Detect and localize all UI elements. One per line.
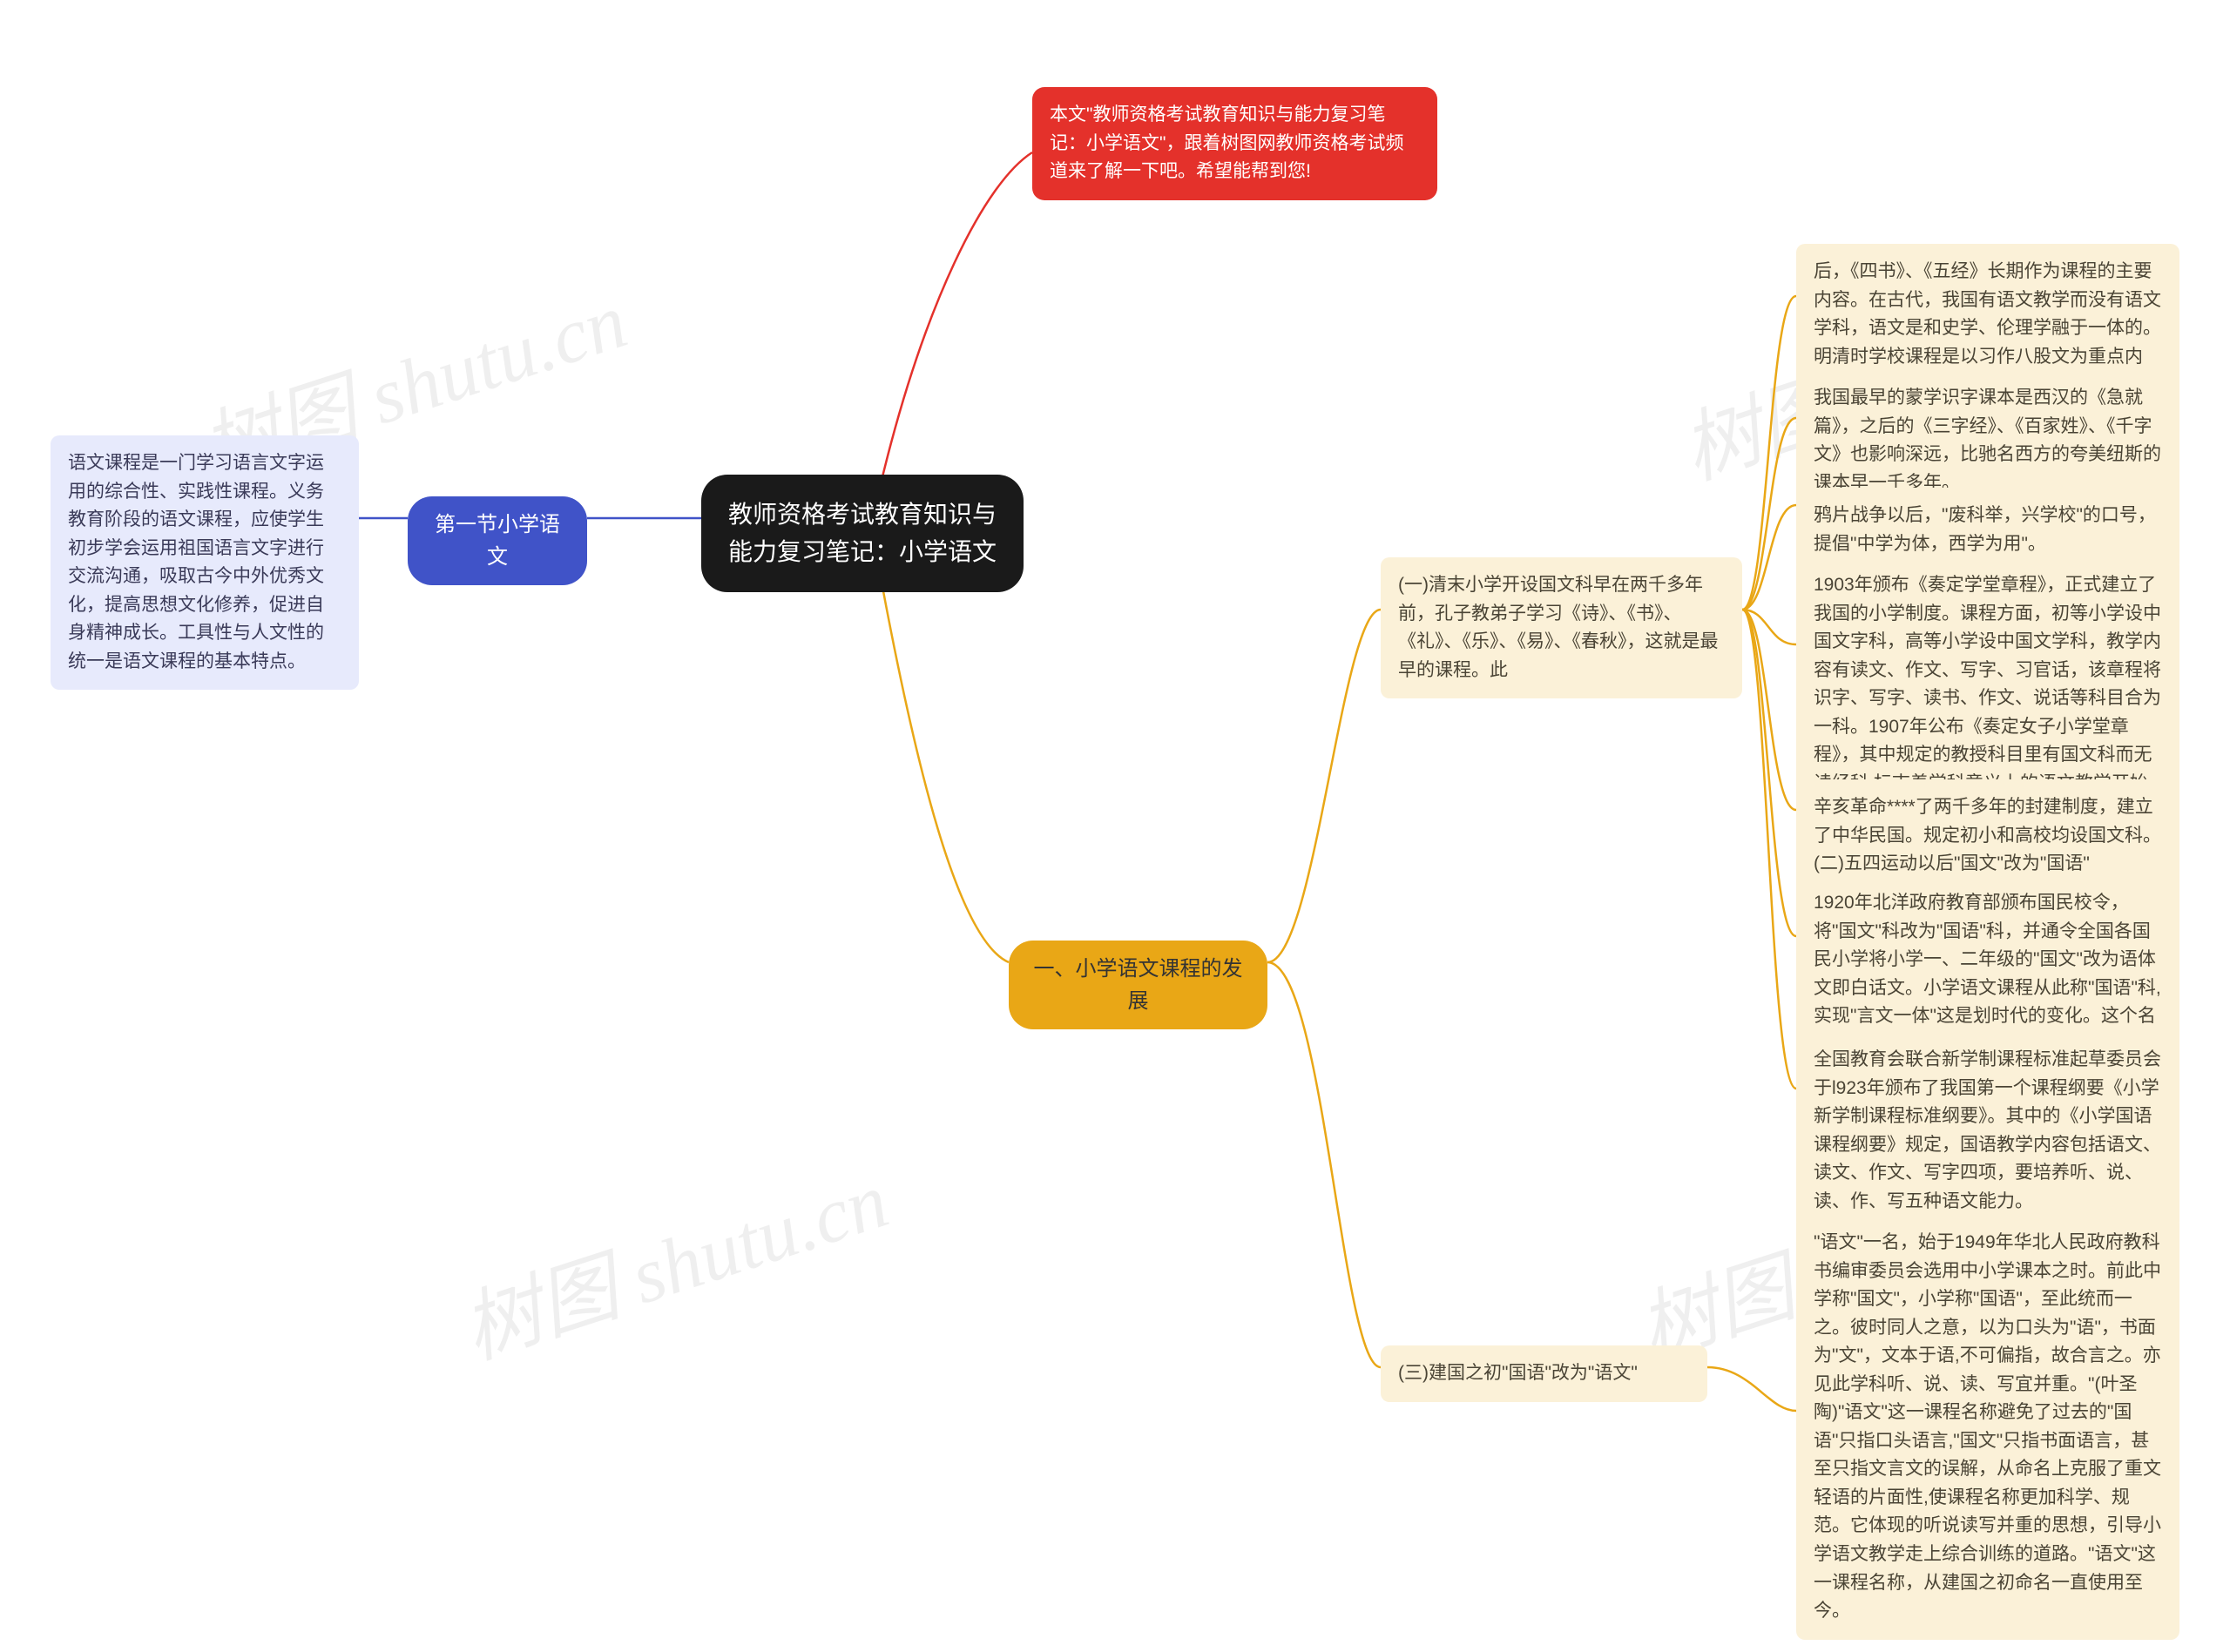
development-pill[interactable]: 一、小学语文课程的发展: [1009, 941, 1267, 1029]
branch-b-leaf[interactable]: "语文"一名，始于1949年华北人民政府教科书编审委员会选用中小学课本之时。前此…: [1796, 1215, 2179, 1640]
branch-a-leaf-7[interactable]: 全国教育会联合新学制课程标准起草委员会于l923年颁布了我国第一个课程纲要《小学…: [1796, 1032, 2179, 1230]
intro-node[interactable]: 本文"教师资格考试教育知识与能力复习笔记：小学语文"，跟着树图网教师资格考试频道…: [1032, 87, 1437, 200]
branch-b-node[interactable]: (三)建国之初"国语"改为"语文": [1381, 1345, 1707, 1402]
root-node[interactable]: 教师资格考试教育知识与 能力复习笔记：小学语文: [701, 475, 1024, 592]
branch-a-node[interactable]: (一)清末小学开设国文科早在两千多年前，孔子教弟子学习《诗》、《书》、《礼》、《…: [1381, 557, 1742, 698]
section1-pill[interactable]: 第一节小学语文: [408, 496, 587, 585]
section1-leaf[interactable]: 语文课程是一门学习语言文字运用的综合性、实践性课程。义务教育阶段的语文课程，应使…: [51, 435, 359, 690]
watermark: 树图 shutu.cn: [446, 1136, 899, 1380]
